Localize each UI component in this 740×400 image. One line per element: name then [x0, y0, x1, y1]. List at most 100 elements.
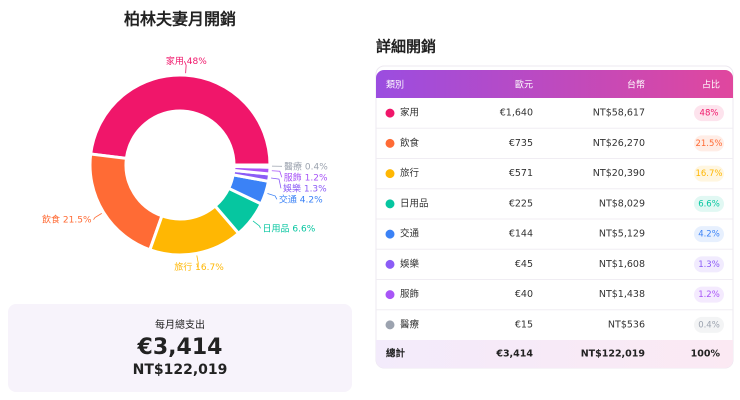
- share-pill: [694, 226, 724, 243]
- slice-label: 日用品 6.6%: [263, 223, 316, 234]
- slice-label: 醫療 0.4%: [284, 160, 328, 172]
- slice-value-label: 6.6%: [292, 224, 315, 234]
- slice-category: 飲食: [42, 213, 60, 225]
- share-cell: 1.3%: [698, 260, 720, 270]
- label-leader: [196, 255, 199, 268]
- share-cell: 4.2%: [698, 230, 720, 240]
- label-leader: [93, 213, 102, 220]
- table-footer-cell: 總計: [386, 348, 406, 360]
- share-cell: 0.4%: [698, 320, 720, 330]
- share-pill: [694, 165, 724, 182]
- slice-value-label: 21.5%: [63, 215, 92, 225]
- slice-label: 交通 4.2%: [279, 193, 323, 205]
- table-footer-cell: 100%: [691, 349, 721, 360]
- slice-value-label: 4.2%: [300, 195, 323, 205]
- slice-value-label: 1.2%: [305, 173, 328, 183]
- table-footer-bg: [376, 340, 733, 368]
- label-leader: [271, 177, 282, 189]
- share-pill: [694, 286, 724, 303]
- table-footer-cell: €3,414: [495, 349, 533, 360]
- summary-card: [8, 304, 352, 392]
- category-dot: [385, 259, 395, 269]
- slice-category: 家用: [166, 55, 184, 67]
- amount-cell: €571: [509, 168, 533, 179]
- category-cell: 旅行: [400, 167, 420, 179]
- category-dot: [385, 290, 395, 300]
- share-cell: 21.5%: [695, 139, 722, 149]
- category-dot: [385, 108, 395, 118]
- table-footer-cell: NT$122,019: [581, 349, 645, 360]
- slice-label: 家用 48%: [166, 55, 207, 67]
- slice-value-label: 0.4%: [305, 162, 328, 172]
- share-cell: 48%: [700, 109, 719, 119]
- slice-label: 娛樂 1.3%: [283, 182, 327, 194]
- amount-cell: €45: [515, 259, 533, 270]
- share-pill: [694, 195, 724, 212]
- chart-title: 柏林夫妻月開銷: [124, 10, 236, 29]
- share-pill: [694, 105, 724, 122]
- amount-cell: €15: [515, 319, 533, 330]
- category-dot: [385, 138, 395, 148]
- category-cell: 交通: [400, 228, 420, 240]
- share-cell: 6.6%: [698, 199, 720, 209]
- summary-title: 每月總支出: [155, 318, 205, 331]
- amount-cell: €40: [515, 289, 533, 300]
- category-cell: 家用: [400, 107, 419, 119]
- amount-cell: €225: [509, 198, 533, 209]
- amount-cell: NT$26,270: [593, 138, 645, 149]
- category-dot: [385, 229, 395, 239]
- table-card: [375, 65, 734, 369]
- amount-cell: NT$5,129: [599, 229, 645, 240]
- amount-cell: NT$20,390: [593, 168, 645, 179]
- share-pill: [694, 316, 724, 333]
- label-leader: [267, 193, 278, 200]
- amount-cell: NT$8,029: [599, 198, 645, 209]
- amount-cell: €735: [509, 138, 533, 149]
- label-leader: [271, 170, 283, 178]
- slice-value-label: 1.3%: [304, 184, 327, 194]
- amount-cell: €1,640: [500, 108, 533, 119]
- category-cell: 飲食: [400, 137, 420, 149]
- slice-category: 日用品: [263, 223, 290, 234]
- label-leader: [252, 220, 261, 229]
- share-pill: [694, 135, 724, 152]
- share-pill: [694, 256, 724, 273]
- category-cell: 日用品: [400, 198, 429, 209]
- table-header-cell: 類別: [386, 80, 404, 91]
- amount-cell: €144: [509, 229, 533, 240]
- slice-category: 旅行: [174, 261, 192, 273]
- category-dot: [385, 320, 395, 330]
- label-leader: [184, 61, 187, 74]
- amount-cell: NT$536: [608, 319, 645, 330]
- category-cell: 娛樂: [400, 258, 420, 270]
- summary-euro: €3,414: [137, 335, 223, 360]
- table-title: 詳細開銷: [376, 38, 436, 56]
- table-header-cell: 台幣: [627, 79, 645, 91]
- category-dot: [385, 169, 395, 179]
- slice-value-label: 16.7%: [195, 263, 224, 273]
- slice-label: 飲食 21.5%: [42, 213, 92, 225]
- table-header-cell: 歐元: [515, 79, 533, 91]
- slice-label: 服飾 1.2%: [284, 171, 328, 183]
- slice-category: 交通: [279, 193, 297, 205]
- amount-cell: NT$58,617: [593, 108, 645, 119]
- summary-ntd: NT$122,019: [133, 362, 228, 378]
- pie-slice: [88, 152, 164, 252]
- category-cell: 醫療: [400, 318, 420, 330]
- pie-slice: [89, 73, 272, 167]
- slice-category: 娛樂: [283, 182, 301, 194]
- share-cell: 16.7%: [695, 169, 722, 179]
- amount-cell: NT$1,608: [599, 259, 645, 270]
- pie-slice: [232, 163, 272, 169]
- category-cell: 服飾: [400, 288, 419, 300]
- slice-label: 旅行 16.7%: [174, 261, 224, 273]
- slice-category: 醫療: [284, 160, 302, 172]
- table-header-bg: [376, 70, 733, 98]
- table-header-cell: 占比: [702, 79, 720, 91]
- slice-value-label: 48%: [187, 57, 207, 67]
- amount-cell: NT$1,438: [599, 289, 645, 300]
- slice-category: 服飾: [284, 171, 302, 183]
- share-cell: 1.2%: [698, 290, 720, 300]
- category-dot: [385, 199, 395, 209]
